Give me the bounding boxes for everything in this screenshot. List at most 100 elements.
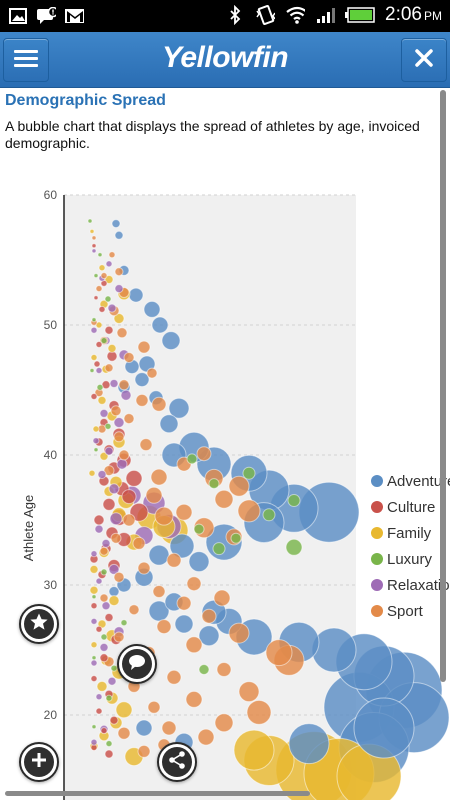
bubble-sport[interactable]: [185, 636, 203, 654]
bubble-family[interactable]: [96, 680, 108, 692]
bubble-adventure[interactable]: [353, 697, 415, 759]
bubble-sport[interactable]: [166, 669, 182, 685]
bubble-culture[interactable]: [90, 675, 98, 683]
bubble-luxury[interactable]: [208, 478, 220, 490]
bubble-sport[interactable]: [132, 536, 146, 550]
bubble-sport[interactable]: [99, 546, 109, 556]
bubble-adventure[interactable]: [134, 372, 150, 388]
bubble-sport[interactable]: [150, 468, 168, 486]
bubble-luxury[interactable]: [91, 724, 97, 730]
bubble-sport[interactable]: [196, 446, 212, 462]
bubble-sport[interactable]: [113, 571, 125, 583]
vertical-scrollbar[interactable]: [440, 90, 446, 682]
bubble-relaxation[interactable]: [101, 538, 111, 548]
bubble-sport[interactable]: [104, 363, 114, 373]
bubble-family[interactable]: [89, 228, 95, 234]
bubble-luxury[interactable]: [285, 538, 303, 556]
bubble-adventure[interactable]: [143, 300, 161, 318]
bubble-relaxation[interactable]: [90, 550, 98, 558]
legend-label[interactable]: Sport: [387, 603, 424, 620]
menu-button[interactable]: [3, 38, 49, 82]
bubble-relaxation[interactable]: [107, 303, 117, 313]
bubble-sport[interactable]: [123, 352, 135, 363]
bubble-relaxation[interactable]: [90, 738, 98, 746]
bubble-relaxation[interactable]: [97, 470, 107, 479]
bubble-culture[interactable]: [104, 613, 114, 622]
bubble-culture[interactable]: [91, 243, 97, 249]
bubble-luxury[interactable]: [120, 619, 128, 627]
legend-label[interactable]: Culture: [387, 499, 435, 516]
bubble-family[interactable]: [115, 701, 133, 719]
bubble-relaxation[interactable]: [108, 563, 120, 575]
bubble-relaxation[interactable]: [94, 524, 104, 534]
bubble-luxury[interactable]: [198, 664, 210, 675]
bubble-luxury[interactable]: [105, 740, 113, 748]
legend-label[interactable]: Luxury: [387, 551, 433, 568]
bubble-relaxation[interactable]: [107, 676, 117, 686]
bubble-relaxation[interactable]: [99, 642, 109, 652]
bubble-family[interactable]: [92, 425, 100, 433]
bubble-adventure[interactable]: [111, 219, 121, 229]
bubble-sport[interactable]: [100, 272, 108, 280]
horizontal-scrollbar[interactable]: [5, 791, 310, 796]
bubble-luxury[interactable]: [287, 494, 301, 507]
bubble-culture[interactable]: [93, 514, 105, 526]
bubble-adventure[interactable]: [135, 719, 153, 737]
bubble-culture[interactable]: [95, 341, 103, 348]
share-button[interactable]: [157, 742, 197, 782]
bubble-adventure[interactable]: [168, 397, 190, 419]
bubble-sport[interactable]: [216, 662, 232, 677]
bubble-culture[interactable]: [104, 749, 114, 759]
bubble-adventure[interactable]: [148, 544, 170, 566]
legend-label[interactable]: Relaxation: [387, 577, 450, 594]
bubble-adventure[interactable]: [169, 533, 195, 559]
bubble-adventure[interactable]: [161, 331, 181, 351]
bubble-luxury[interactable]: [110, 664, 118, 672]
bubble-luxury[interactable]: [100, 337, 108, 345]
bubble-luxury[interactable]: [100, 568, 108, 576]
bubble-luxury[interactable]: [93, 273, 99, 279]
bubble-adventure[interactable]: [148, 600, 170, 622]
bubble-culture[interactable]: [121, 489, 137, 505]
bubble-luxury[interactable]: [105, 694, 113, 702]
bubble-sport[interactable]: [137, 561, 151, 575]
bubble-luxury[interactable]: [91, 317, 97, 323]
bubble-family[interactable]: [98, 264, 106, 272]
bubble-relaxation[interactable]: [99, 408, 109, 418]
bubble-family[interactable]: [90, 354, 98, 361]
bubble-adventure[interactable]: [288, 723, 330, 765]
bubble-sport[interactable]: [145, 486, 163, 504]
bubble-luxury[interactable]: [97, 252, 103, 258]
bubble-sport[interactable]: [214, 489, 234, 509]
bubble-family[interactable]: [89, 585, 99, 595]
bubble-luxury[interactable]: [262, 508, 276, 522]
bubble-relaxation[interactable]: [90, 659, 98, 667]
bubble-sport[interactable]: [161, 720, 177, 736]
bubble-sport[interactable]: [176, 595, 192, 611]
bubble-relaxation[interactable]: [95, 577, 103, 585]
bubble-adventure[interactable]: [128, 287, 144, 303]
bubble-sport[interactable]: [108, 251, 116, 259]
comment-button[interactable]: [117, 644, 157, 684]
bubble-sport[interactable]: [137, 340, 151, 354]
bubble-culture[interactable]: [98, 305, 106, 313]
bubble-sport[interactable]: [201, 608, 217, 624]
bubble-relaxation[interactable]: [113, 417, 125, 428]
bubble-sport[interactable]: [151, 396, 167, 412]
bubble-sport[interactable]: [166, 552, 182, 568]
bubble-sport[interactable]: [238, 681, 260, 703]
bubble-culture[interactable]: [93, 295, 99, 301]
bubble-relaxation[interactable]: [92, 437, 100, 445]
bubble-luxury[interactable]: [89, 368, 95, 373]
bubble-relaxation[interactable]: [104, 446, 114, 456]
bubble-culture[interactable]: [90, 602, 98, 610]
bubble-sport[interactable]: [128, 604, 140, 616]
bubble-adventure[interactable]: [159, 414, 179, 434]
bubble-relaxation[interactable]: [114, 284, 124, 294]
bubble-sport[interactable]: [110, 532, 122, 544]
bubble-relaxation[interactable]: [90, 326, 98, 334]
bubble-family[interactable]: [108, 595, 120, 607]
bubble-adventure[interactable]: [108, 586, 120, 597]
bubble-sport[interactable]: [185, 690, 203, 708]
bubble-family[interactable]: [90, 641, 98, 649]
